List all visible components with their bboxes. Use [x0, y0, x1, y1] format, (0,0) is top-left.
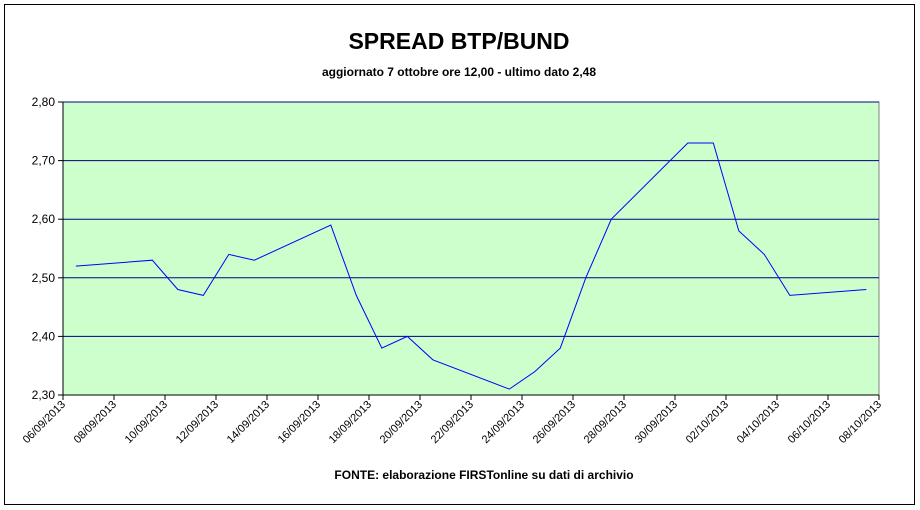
plot-area	[62, 101, 880, 396]
y-tick-label: 2,40	[32, 329, 56, 343]
series-line	[75, 142, 867, 390]
y-tick-label: 2,60	[32, 212, 56, 226]
chart-subtitle: aggiornato 7 ottobre ore 12,00 - ultimo …	[322, 65, 596, 79]
y-tick-label: 2,50	[32, 271, 56, 285]
y-tick-label: 2,80	[32, 95, 56, 109]
y-tick-label: 2,30	[32, 388, 56, 402]
chart-title: SPREAD BTP/BUND	[348, 28, 569, 54]
y-tick-label: 2,70	[32, 154, 56, 168]
source-note: FONTE: elaborazione FIRSTonline su dati …	[334, 468, 633, 482]
